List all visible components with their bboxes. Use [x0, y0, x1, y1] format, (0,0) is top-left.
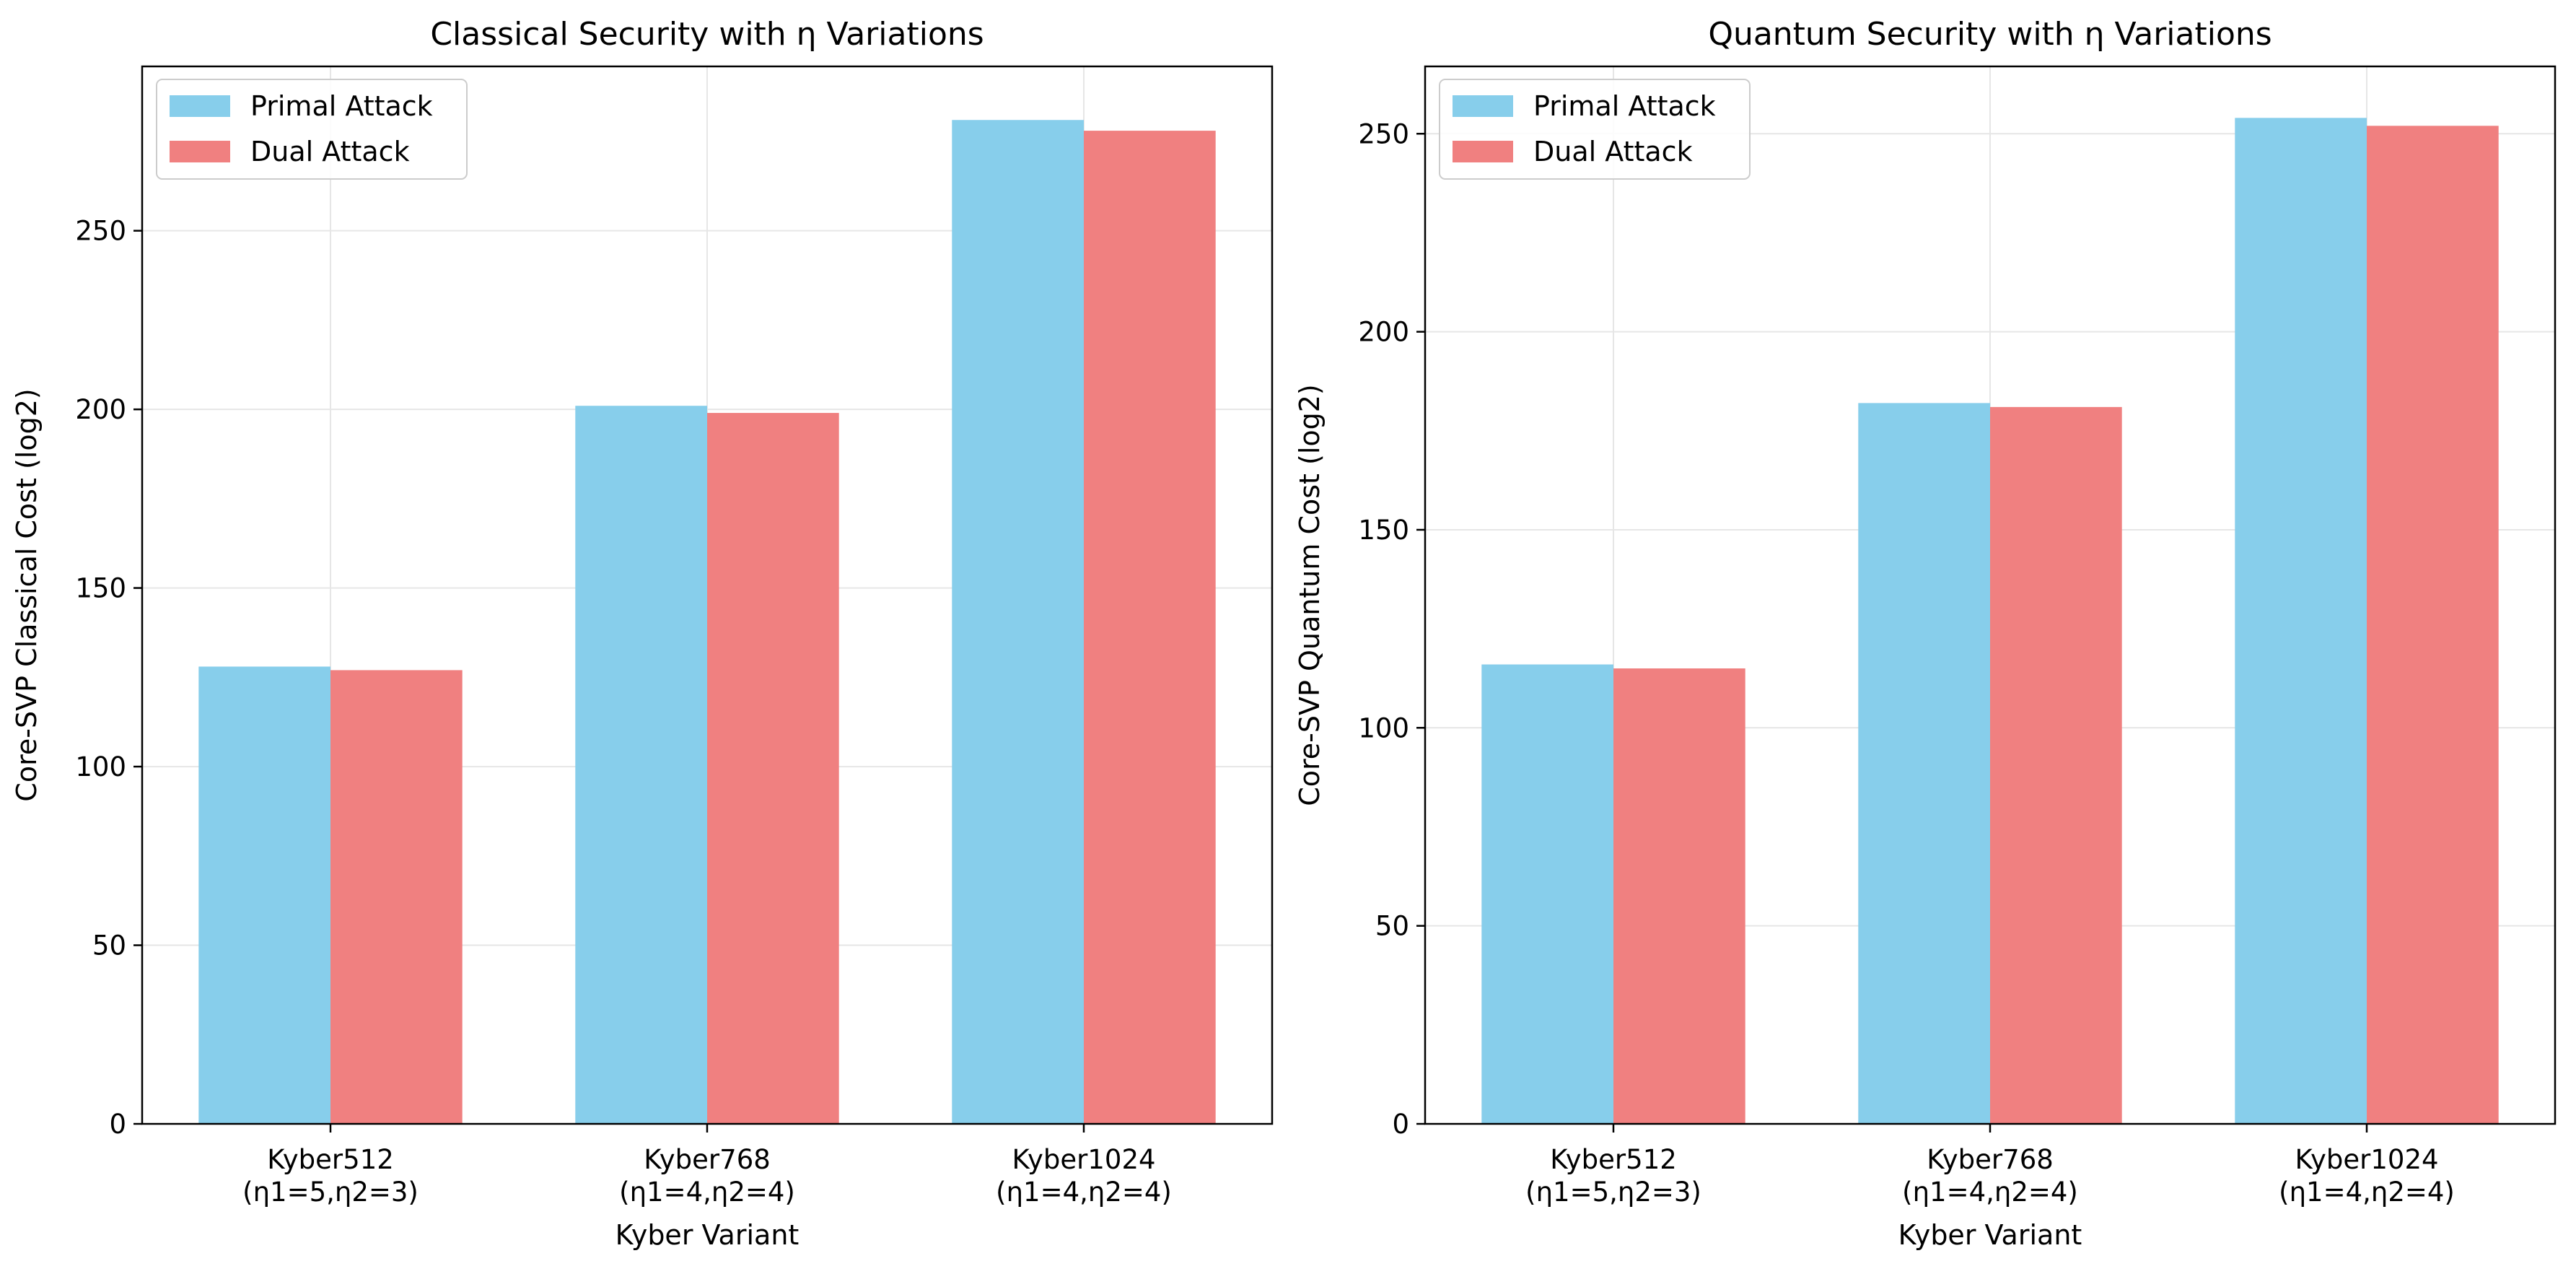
bar-dual-attack	[2367, 126, 2499, 1125]
y-tick-label: 100	[1358, 712, 1409, 743]
x-axis-label: Kyber Variant	[1898, 1219, 2082, 1251]
bar-primal-attack	[198, 666, 330, 1124]
bar-dual-attack	[330, 670, 463, 1124]
x-tick-label-line: (η1=5,η2=3)	[1525, 1177, 1701, 1208]
chart-title: Classical Security with η Variations	[430, 16, 983, 53]
x-tick-label-line: (η1=5,η2=3)	[242, 1177, 419, 1208]
x-tick-label: Kyber512 (η1=5,η2=3)	[242, 1144, 419, 1208]
x-tick-label-line: (η1=4,η2=4)	[2279, 1177, 2455, 1208]
legend-swatch	[170, 95, 230, 117]
bar-primal-attack	[1481, 664, 1613, 1124]
chart-panel-2: Quantum Security with η Variations 0 50 100…	[1294, 16, 2557, 1251]
chart-title: Quantum Security with η Variations	[1708, 16, 2271, 53]
bar-primal-attack	[1858, 403, 1990, 1124]
x-tick-label-line: Kyber768	[644, 1144, 771, 1175]
x-tick-label: Kyber512 (η1=5,η2=3)	[1525, 1144, 1701, 1208]
y-axis-label: Core-SVP Classical Cost (log2)	[11, 388, 43, 801]
y-tick-label: 150	[75, 573, 126, 604]
bar-primal-attack	[952, 120, 1084, 1124]
bar-primal-attack	[575, 406, 707, 1124]
x-tick-label-line: (η1=4,η2=4)	[1902, 1177, 2078, 1208]
legend-label: Dual Attack	[1533, 136, 1693, 167]
y-tick-label: 100	[75, 751, 126, 782]
x-tick-label: Kyber1024 (η1=4,η2=4)	[2279, 1144, 2455, 1208]
y-tick-label: 0	[1392, 1109, 1409, 1140]
y-tick-label: 200	[75, 394, 126, 425]
legend-label: Primal Attack	[1533, 90, 1716, 122]
x-tick-label-line: Kyber1024	[1012, 1144, 1155, 1175]
y-tick-label: 150	[1358, 515, 1409, 546]
legend-label: Dual Attack	[250, 136, 410, 167]
bar-dual-attack	[1990, 406, 2122, 1124]
legend-box	[156, 79, 468, 180]
legend: Primal Attack Dual Attack	[1439, 79, 1751, 180]
x-tick-label-line: (η1=4,η2=4)	[996, 1177, 1172, 1208]
y-tick-label: 0	[109, 1109, 126, 1140]
legend-box	[1439, 79, 1751, 180]
x-tick-label-line: Kyber1024	[2295, 1144, 2438, 1175]
x-tick-label-line: (η1=4,η2=4)	[619, 1177, 795, 1208]
legend-swatch	[170, 141, 230, 162]
legend-swatch	[1453, 95, 1513, 117]
legend-swatch	[1453, 141, 1513, 162]
x-tick-label-line: Kyber768	[1927, 1144, 2054, 1175]
y-tick-label: 50	[92, 930, 126, 961]
x-tick-label: Kyber1024 (η1=4,η2=4)	[996, 1144, 1172, 1208]
bar-dual-attack	[707, 413, 839, 1124]
legend: Primal Attack Dual Attack	[156, 79, 468, 180]
y-tick-label: 250	[75, 216, 126, 247]
bar-primal-attack	[2235, 118, 2367, 1124]
x-axis-label: Kyber Variant	[615, 1219, 799, 1251]
bar-dual-attack	[1613, 668, 1745, 1124]
x-tick-label-line: Kyber512	[267, 1144, 394, 1175]
chart-panel-1: Classical Security with η Variations 0 50 1…	[11, 16, 1274, 1251]
y-tick-label: 250	[1358, 118, 1409, 149]
bar-dual-attack	[1084, 131, 1216, 1124]
x-tick-label: Kyber768 (η1=4,η2=4)	[619, 1144, 795, 1208]
y-tick-label: 50	[1375, 911, 1409, 942]
legend-label: Primal Attack	[250, 90, 433, 122]
x-tick-label: Kyber768 (η1=4,η2=4)	[1902, 1144, 2078, 1208]
y-axis-label: Core-SVP Quantum Cost (log2)	[1294, 384, 1326, 806]
x-tick-label-line: Kyber512	[1550, 1144, 1677, 1175]
y-tick-label: 200	[1358, 317, 1409, 348]
